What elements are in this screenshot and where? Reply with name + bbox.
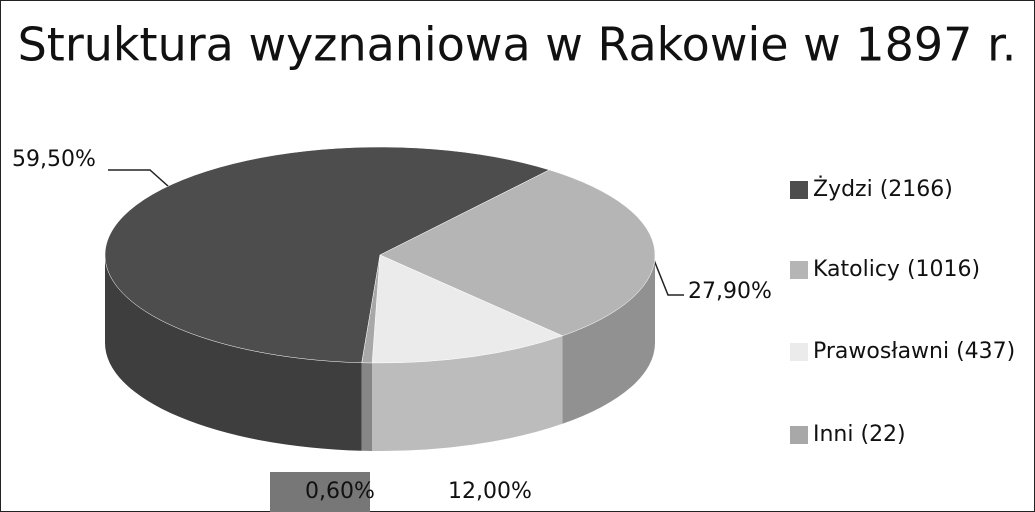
pie-slice (361, 254, 381, 364)
legend-label: Katolicy (1016) (813, 257, 980, 282)
pie-slice (371, 254, 564, 364)
legend-swatch (790, 426, 808, 444)
pie (104, 146, 656, 451)
leader-line (651, 254, 684, 296)
pie-side (104, 255, 362, 451)
pie-side (372, 335, 563, 451)
legend-swatch (790, 343, 808, 361)
data-label: 27,90% (688, 279, 772, 304)
pie-slice (379, 169, 656, 337)
legend-label: Żydzi (2166) (813, 176, 953, 202)
data-label: 59,50% (12, 147, 96, 172)
data-label: 0,60% (305, 479, 375, 504)
legend-swatch (790, 181, 808, 199)
pie-side (361, 362, 373, 451)
legend-label: Prawosławni (437) (813, 339, 1015, 364)
legend-label: Inni (22) (813, 422, 906, 447)
pie-side (562, 255, 655, 424)
pie-slice (104, 146, 550, 364)
chart-title: Struktura wyznaniowa w Rakowie w 1897 r. (18, 18, 1017, 72)
legend-swatch (790, 261, 808, 279)
label-box (270, 472, 370, 512)
data-label: 12,00% (448, 479, 532, 504)
